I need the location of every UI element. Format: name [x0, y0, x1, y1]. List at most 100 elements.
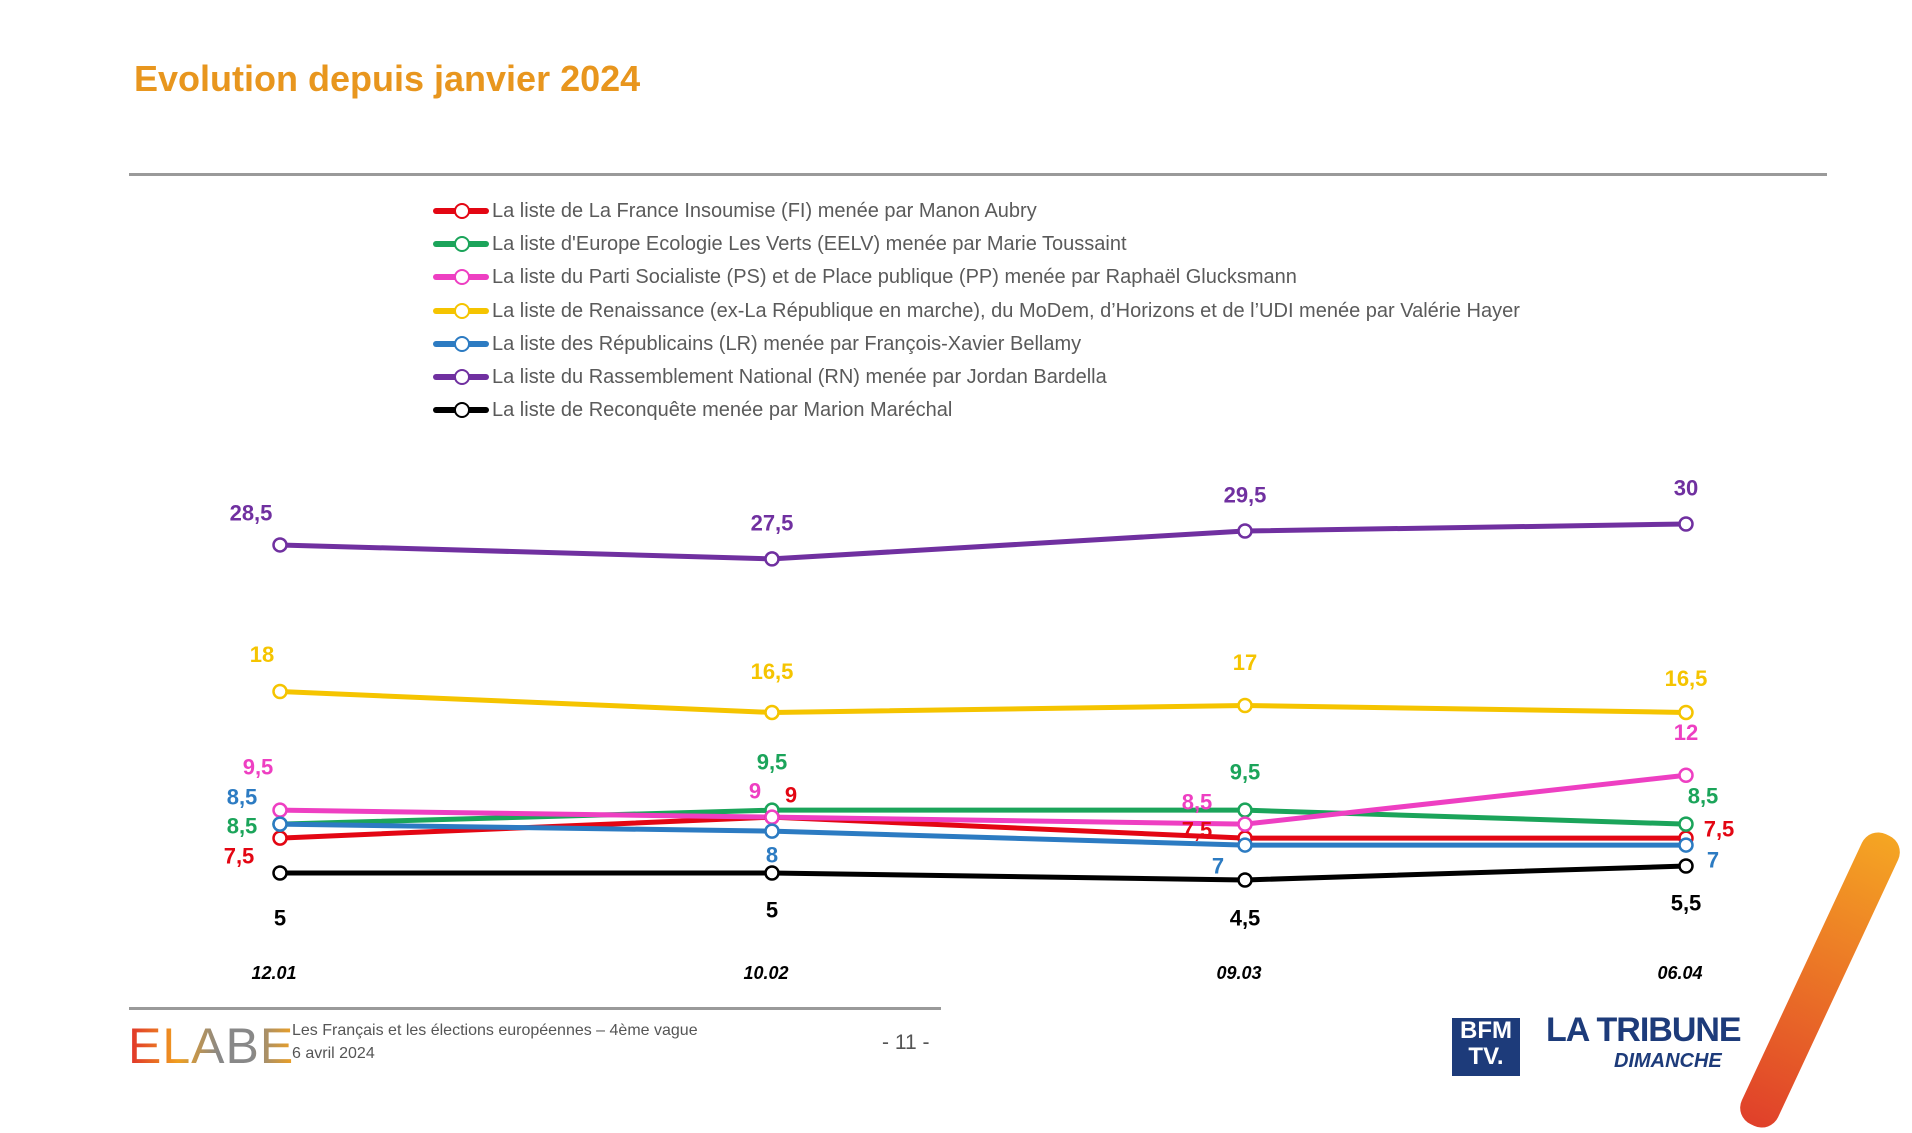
elabe-logo: ELABE	[128, 1018, 295, 1074]
data-label: 7	[1707, 848, 1719, 873]
x-tick-label: 10.02	[743, 963, 788, 983]
legend-marker-icon	[454, 335, 470, 352]
data-label: 9,5	[1230, 760, 1261, 785]
data-label: 9	[749, 779, 761, 804]
data-label: 5	[274, 906, 286, 931]
data-label: 12	[1674, 720, 1698, 745]
legend-label: La liste d'Europe Ecologie Les Verts (EE…	[492, 232, 1127, 255]
page-number: - 11 -	[882, 1031, 930, 1054]
data-point	[1237, 802, 1253, 818]
legend-swatch	[433, 402, 489, 419]
data-point	[272, 816, 288, 832]
footer-divider	[129, 1007, 941, 1010]
page-title: Evolution depuis janvier 2024	[134, 58, 641, 99]
chart-legend: La liste de La France Insoumise (FI) men…	[433, 194, 1520, 427]
legend-item: La liste du Rassemblement National (RN) …	[433, 360, 1520, 393]
data-label: 9	[785, 783, 797, 808]
data-label: 8,5	[227, 814, 258, 839]
data-label: 4,5	[1230, 905, 1261, 930]
x-tick-label: 06.04	[1657, 963, 1702, 983]
legend-marker-icon	[454, 235, 470, 252]
legend-label: La liste des Républicains (LR) menée par…	[492, 332, 1082, 355]
data-point	[272, 830, 288, 846]
legend-label: La liste de Renaissance (ex-La Républiqu…	[492, 299, 1520, 322]
data-point	[1678, 816, 1694, 832]
data-point	[272, 537, 288, 553]
line-chart: 7,5 9 7,5 7,5 8,5 9,5 9,5 8,5 9,5 9 8,5 12 18 16,5 17 1…	[224, 476, 1735, 984]
data-label: 18	[250, 642, 274, 667]
la-tribune-dimanche-text: DIMANCHE	[1614, 1050, 1722, 1072]
data-point	[764, 704, 780, 721]
legend-marker-icon	[454, 202, 470, 219]
legend-marker-icon	[454, 369, 470, 386]
data-point	[272, 683, 288, 700]
series-line	[277, 807, 1689, 827]
legend-label: La liste de La France Insoumise (FI) men…	[492, 199, 1037, 222]
data-label: 7,5	[1704, 817, 1735, 842]
footer-subtitle: Les Français et les élections européenne…	[292, 1022, 698, 1039]
data-label: 5	[766, 898, 778, 923]
data-point	[272, 865, 288, 881]
series-line	[277, 772, 1689, 827]
data-label: 9,5	[243, 755, 274, 780]
series-line	[277, 821, 1689, 848]
data-point	[1237, 816, 1253, 832]
data-label: 27,5	[751, 510, 794, 535]
legend-marker-icon	[454, 402, 470, 419]
data-point	[764, 823, 780, 839]
series-line	[277, 863, 1689, 883]
legend-label: La liste de Reconquête menée par Marion …	[492, 399, 953, 422]
data-point	[272, 802, 288, 818]
series-line	[277, 689, 1689, 715]
data-label: 7,5	[1182, 818, 1213, 843]
data-point	[1678, 767, 1694, 784]
bfm-tv-logo: BFM TV.	[1452, 1018, 1520, 1076]
data-point	[1237, 872, 1253, 888]
data-point	[1678, 837, 1694, 853]
data-label: 8,5	[1182, 790, 1213, 815]
legend-swatch	[433, 335, 489, 352]
data-label: 8,5	[1688, 784, 1719, 809]
data-point	[764, 809, 780, 825]
data-label: 17	[1233, 650, 1257, 675]
data-point	[1237, 837, 1253, 853]
x-tick-label: 12.01	[251, 963, 296, 983]
legend-swatch	[433, 269, 489, 286]
legend-item: La liste d'Europe Ecologie Les Verts (EE…	[433, 227, 1520, 260]
legend-marker-icon	[454, 269, 470, 286]
data-label: 28,5	[230, 500, 273, 525]
data-label: 30	[1674, 476, 1698, 501]
x-tick-label: 09.03	[1216, 963, 1261, 983]
legend-item: La liste des Républicains (LR) menée par…	[433, 327, 1520, 360]
series-line	[277, 521, 1689, 562]
data-point	[1237, 697, 1253, 714]
data-point	[1678, 516, 1694, 532]
legend-swatch	[433, 369, 489, 386]
legend-swatch	[433, 302, 489, 319]
data-point	[1678, 858, 1694, 874]
data-point	[1678, 704, 1694, 721]
data-label: 16,5	[1665, 666, 1708, 691]
data-point	[764, 551, 780, 567]
legend-marker-icon	[454, 302, 470, 319]
data-label: 29,5	[1224, 482, 1267, 507]
la-tribune-logo: LA TRIBUNE	[1546, 1011, 1742, 1049]
legend-swatch	[433, 235, 489, 252]
data-label: 16,5	[751, 659, 794, 684]
legend-item: La liste de La France Insoumise (FI) men…	[433, 194, 1520, 227]
legend-item: La liste de Reconquête menée par Marion …	[433, 394, 1520, 427]
legend-item: La liste du Parti Socialiste (PS) et de …	[433, 261, 1520, 294]
legend-swatch	[433, 202, 489, 219]
data-label: 7,5	[224, 844, 255, 869]
legend-label: La liste du Rassemblement National (RN) …	[492, 366, 1107, 389]
data-label: 7	[1212, 854, 1224, 879]
legend-label: La liste du Parti Socialiste (PS) et de …	[492, 266, 1297, 289]
data-label: 8	[766, 843, 778, 868]
footer-date: 6 avril 2024	[292, 1045, 375, 1062]
data-point	[764, 865, 780, 881]
data-label: 9,5	[757, 750, 788, 775]
title-divider	[129, 173, 1827, 176]
data-label: 5,5	[1671, 891, 1702, 916]
data-label: 8,5	[227, 785, 258, 810]
legend-item: La liste de Renaissance (ex-La Républiqu…	[433, 294, 1520, 327]
